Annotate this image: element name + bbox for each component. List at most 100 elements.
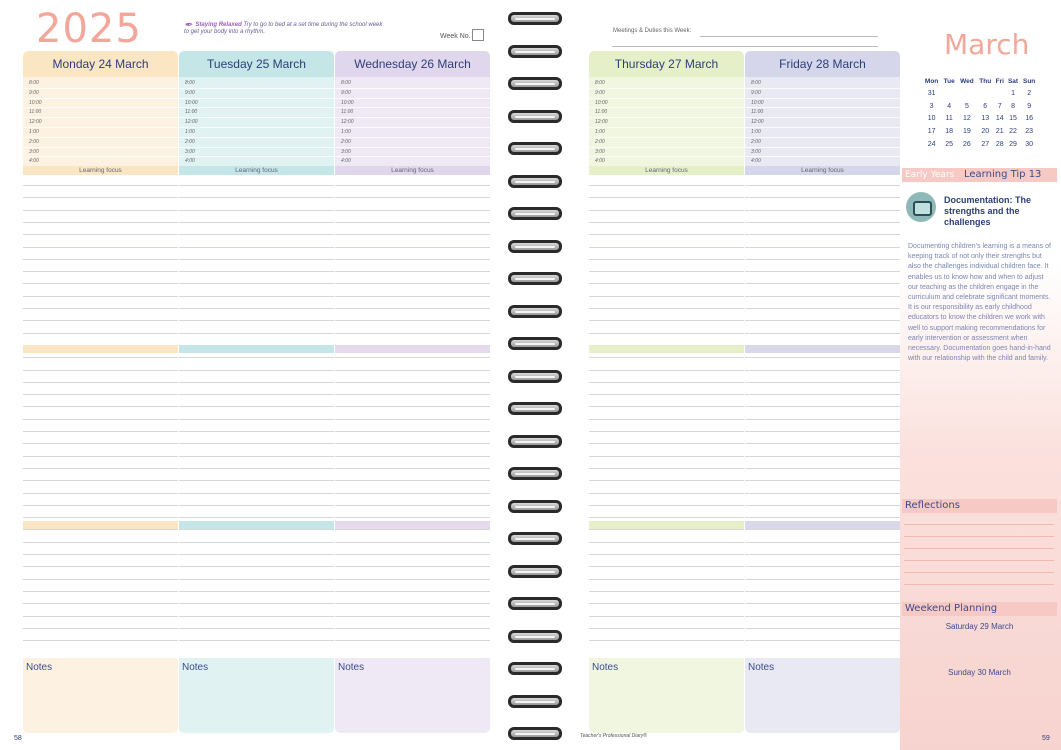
time-slot[interactable]: 3:00: [745, 148, 900, 158]
day-header: Thursday 27 March: [589, 51, 744, 77]
notes-box[interactable]: Notes: [589, 658, 744, 733]
spiral-ring: [508, 467, 562, 480]
notes-box[interactable]: Notes: [179, 658, 334, 733]
time-slot[interactable]: 12:00: [179, 118, 334, 128]
writing-lines[interactable]: [335, 175, 490, 657]
documentation-icon: [906, 192, 936, 222]
time-slot[interactable]: 11:00: [589, 108, 744, 119]
time-slot[interactable]: 2:00: [589, 138, 744, 148]
time-slot[interactable]: 10:00: [179, 99, 334, 109]
day-header: Wednesday 26 March: [335, 51, 490, 77]
time-slot[interactable]: 2:00: [23, 138, 178, 148]
reflection-line: [904, 584, 1054, 585]
calendar-weekday: Sun: [1023, 78, 1036, 85]
rule-line: [179, 209, 334, 211]
rule-line: [589, 246, 744, 248]
day-column: Monday 24 March 8:00 9:00 10:00 11:00 12:00 1:…: [23, 51, 178, 733]
section-band: [23, 345, 178, 353]
notes-box[interactable]: Notes: [335, 658, 490, 733]
time-slot[interactable]: 10:00: [335, 99, 490, 109]
calendar-day: 1: [1011, 89, 1015, 97]
rule-line: [589, 480, 744, 482]
calendar-day: 18: [945, 127, 954, 135]
rule-line: [589, 578, 744, 580]
time-slot[interactable]: 3:00: [589, 148, 744, 158]
time-slot[interactable]: 9:00: [589, 89, 744, 99]
time-slot[interactable]: 12:00: [589, 118, 744, 128]
rule-line: [23, 332, 178, 334]
time-slot[interactable]: 8:00: [23, 79, 178, 89]
time-slot[interactable]: 11:00: [745, 108, 900, 119]
rule-line: [179, 381, 334, 383]
rule-line: [589, 320, 744, 322]
rule-line: [745, 357, 900, 359]
notes-label: Notes: [748, 662, 775, 673]
time-slot[interactable]: 1:00: [335, 128, 490, 138]
rule-line: [589, 418, 744, 420]
rule-line: [335, 492, 490, 494]
time-slot[interactable]: 1:00: [179, 128, 334, 138]
time-slot[interactable]: 10:00: [589, 99, 744, 109]
time-slot[interactable]: 9:00: [23, 89, 178, 99]
spiral-ring: [508, 434, 562, 448]
time-slot[interactable]: 1:00: [745, 128, 900, 138]
rule-line: [335, 295, 490, 297]
week-number-box[interactable]: [472, 29, 484, 41]
time-slot[interactable]: 9:00: [335, 89, 490, 99]
rule-line: [589, 492, 744, 494]
rule-line: [179, 517, 334, 519]
time-slot[interactable]: 12:00: [23, 118, 178, 128]
time-slot[interactable]: 12:00: [335, 118, 490, 128]
calendar-day: 3: [929, 102, 934, 110]
spiral-ring: [508, 239, 562, 253]
rule-line: [745, 369, 900, 371]
rule-line: [23, 320, 178, 322]
learning-focus-label: Learning focus: [23, 166, 178, 175]
time-slot[interactable]: 3:00: [23, 148, 178, 158]
writing-lines[interactable]: [745, 175, 900, 657]
calendar-week: 17 18 19 20 21 22 23: [922, 125, 1038, 138]
calendar-day: 15: [1009, 115, 1017, 123]
calendar-day: 19: [963, 127, 971, 135]
rule-line: [335, 431, 490, 432]
time-slot[interactable]: 3:00: [335, 148, 490, 158]
time-slot[interactable]: 8:00: [589, 79, 744, 89]
time-slot[interactable]: 8:00: [745, 79, 900, 89]
time-slot[interactable]: 10:00: [23, 99, 178, 109]
section-band: [589, 345, 744, 353]
time-slot[interactable]: 11:00: [335, 108, 490, 119]
time-slot[interactable]: 11:00: [179, 108, 334, 119]
day-header: Tuesday 25 March: [179, 51, 334, 77]
notes-box[interactable]: Notes: [745, 658, 900, 733]
time-slot[interactable]: 2:00: [335, 138, 490, 148]
writing-lines[interactable]: [589, 175, 744, 657]
time-slot[interactable]: 8:00: [335, 79, 490, 89]
rule-line: [745, 529, 900, 531]
calendar-day: 31: [927, 89, 936, 97]
rule-line: [23, 246, 178, 248]
time-slot[interactable]: 2:00: [745, 138, 900, 148]
time-slot[interactable]: 12:00: [745, 118, 900, 128]
rule-line: [179, 418, 334, 420]
rule-line: [179, 627, 334, 629]
time-slot[interactable]: 1:00: [23, 128, 178, 138]
rule-line: [179, 590, 334, 592]
time-slot[interactable]: 1:00: [589, 128, 744, 138]
notes-box[interactable]: Notes: [23, 658, 178, 733]
writing-lines[interactable]: [179, 175, 334, 657]
time-slot[interactable]: 10:00: [745, 99, 900, 109]
rule-line: [179, 554, 334, 555]
rule-line: [589, 615, 744, 617]
time-slot[interactable]: 8:00: [179, 79, 334, 89]
relax-tip: ✒ Staying Relaxed Try to go to bed at a s…: [184, 21, 384, 36]
time-slot[interactable]: 3:00: [179, 148, 334, 158]
rule-line: [589, 185, 744, 186]
documentation-body: Documenting children's learning is a mea…: [908, 243, 1051, 363]
rule-line: [335, 455, 490, 457]
time-slot[interactable]: 9:00: [745, 89, 900, 99]
time-slot[interactable]: 9:00: [179, 89, 334, 99]
time-slot[interactable]: 2:00: [179, 138, 334, 148]
writing-lines[interactable]: [23, 175, 178, 657]
time-slot[interactable]: 11:00: [23, 108, 178, 119]
rule-line: [335, 209, 490, 211]
